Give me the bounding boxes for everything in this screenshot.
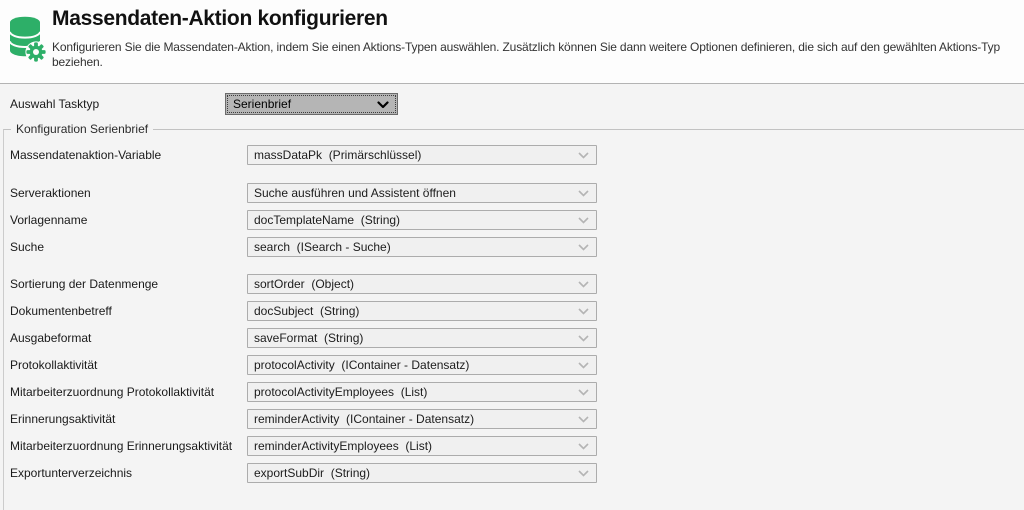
combobox-ausgabeformat[interactable]: saveFormat (String) [247, 328, 597, 348]
combobox-protokollaktivitaet[interactable]: protocolActivity (IContainer - Datensatz… [247, 355, 597, 375]
form-row: Serveraktionen Suche ausführen und Assis… [0, 183, 1024, 203]
combobox-value: docSubject (String) [254, 304, 360, 318]
combobox-massendatenaktion-variable[interactable]: massDataPk (Primärschlüssel) [247, 145, 597, 165]
chevron-down-icon [578, 217, 589, 224]
combobox-value: reminderActivityEmployees (List) [254, 439, 433, 453]
chevron-down-icon [578, 308, 589, 315]
combobox-value: sortOrder (Object) [254, 277, 355, 291]
form-row: Protokollaktivität protocolActivity (ICo… [0, 355, 1024, 375]
wizard-header: Massendaten-Aktion konfigurieren Konfigu… [0, 0, 1024, 84]
page-description: Konfigurieren Sie die Massendaten-Aktion… [52, 40, 1001, 69]
field-label: Sortierung der Datenmenge [10, 277, 159, 291]
field-label: Vorlagenname [10, 213, 88, 227]
field-label: Exportunterverzeichnis [10, 466, 133, 480]
chevron-down-icon [377, 101, 389, 109]
combobox-erinnerungsaktivitaet[interactable]: reminderActivity (IContainer - Datensatz… [247, 409, 597, 429]
chevron-down-icon [578, 335, 589, 342]
chevron-down-icon [578, 152, 589, 159]
combobox-mitarbeiterzuordnung-protokollaktivitaet[interactable]: protocolActivityEmployees (List) [247, 382, 597, 402]
combobox-vorlagenname[interactable]: docTemplateName (String) [247, 210, 597, 230]
combobox-value: massDataPk (Primärschlüssel) [254, 148, 422, 162]
chevron-down-icon [578, 389, 589, 396]
form-row: Dokumentenbetreff docSubject (String) [0, 301, 1024, 321]
combobox-mitarbeiterzuordnung-erinnerungsaktivitaet[interactable]: reminderActivityEmployees (List) [247, 436, 597, 456]
chevron-down-icon [578, 470, 589, 477]
combobox-value: saveFormat (String) [254, 331, 364, 345]
chevron-down-icon [578, 281, 589, 288]
field-label: Protokollaktivität [10, 358, 98, 372]
combobox-value: reminderActivity (IContainer - Datensatz… [254, 412, 475, 426]
form-row: Mitarbeiterzuordnung Erinnerungsaktivitä… [0, 436, 1024, 456]
combobox-exportunterverzeichnis[interactable]: exportSubDir (String) [247, 463, 597, 483]
form-row: Erinnerungsaktivität reminderActivity (I… [0, 409, 1024, 429]
field-label: Massendatenaktion-Variable [10, 148, 162, 162]
field-label: Ausgabeformat [10, 331, 92, 345]
chevron-down-icon [578, 244, 589, 251]
database-gear-icon [9, 16, 47, 62]
groupbox-konfiguration-serienbrief: Konfiguration Serienbrief [3, 122, 1024, 510]
field-label: Mitarbeiterzuordnung Erinnerungsaktivitä… [10, 439, 233, 453]
combobox-value: exportSubDir (String) [254, 466, 371, 480]
form-row: Exportunterverzeichnis exportSubDir (Str… [0, 463, 1024, 483]
combobox-value: protocolActivity (IContainer - Datensatz… [254, 358, 470, 372]
groupbox-legend: Konfiguration Serienbrief [11, 122, 154, 136]
combobox-suche[interactable]: search (ISearch - Suche) [247, 237, 597, 257]
field-label: Dokumentenbetreff [10, 304, 112, 318]
field-label: Serveraktionen [10, 186, 91, 200]
combobox-auswahl-tasktyp[interactable]: Serienbrief [225, 93, 398, 115]
form-row: Vorlagenname docTemplateName (String) [0, 210, 1024, 230]
form-row: Suche search (ISearch - Suche) [0, 237, 1024, 257]
combobox-sortierung-der-datenmenge[interactable]: sortOrder (Object) [247, 274, 597, 294]
combobox-dokumentenbetreff[interactable]: docSubject (String) [247, 301, 597, 321]
page-title: Massendaten-Aktion konfigurieren [52, 7, 388, 30]
combobox-serveraktionen[interactable]: Suche ausführen und Assistent öffnen [247, 183, 597, 203]
combobox-value: Suche ausführen und Assistent öffnen [254, 186, 456, 200]
tasktype-label: Auswahl Tasktyp [10, 97, 100, 111]
chevron-down-icon [578, 362, 589, 369]
form-row: Mitarbeiterzuordnung Protokollaktivität … [0, 382, 1024, 402]
form-row: Ausgabeformat saveFormat (String) [0, 328, 1024, 348]
combobox-value: docTemplateName (String) [254, 213, 401, 227]
field-label: Suche [10, 240, 45, 254]
chevron-down-icon [578, 443, 589, 450]
form-row: Sortierung der Datenmenge sortOrder (Obj… [0, 274, 1024, 294]
form-row: Massendatenaktion-Variable massDataPk (P… [0, 145, 1024, 165]
chevron-down-icon [578, 416, 589, 423]
combobox-value: protocolActivityEmployees (List) [254, 385, 428, 399]
combobox-value: search (ISearch - Suche) [254, 240, 391, 254]
field-label: Erinnerungsaktivität [10, 412, 116, 426]
field-label: Mitarbeiterzuordnung Protokollaktivität [10, 385, 215, 399]
chevron-down-icon [578, 190, 589, 197]
combobox-value: Serienbrief [233, 97, 292, 111]
